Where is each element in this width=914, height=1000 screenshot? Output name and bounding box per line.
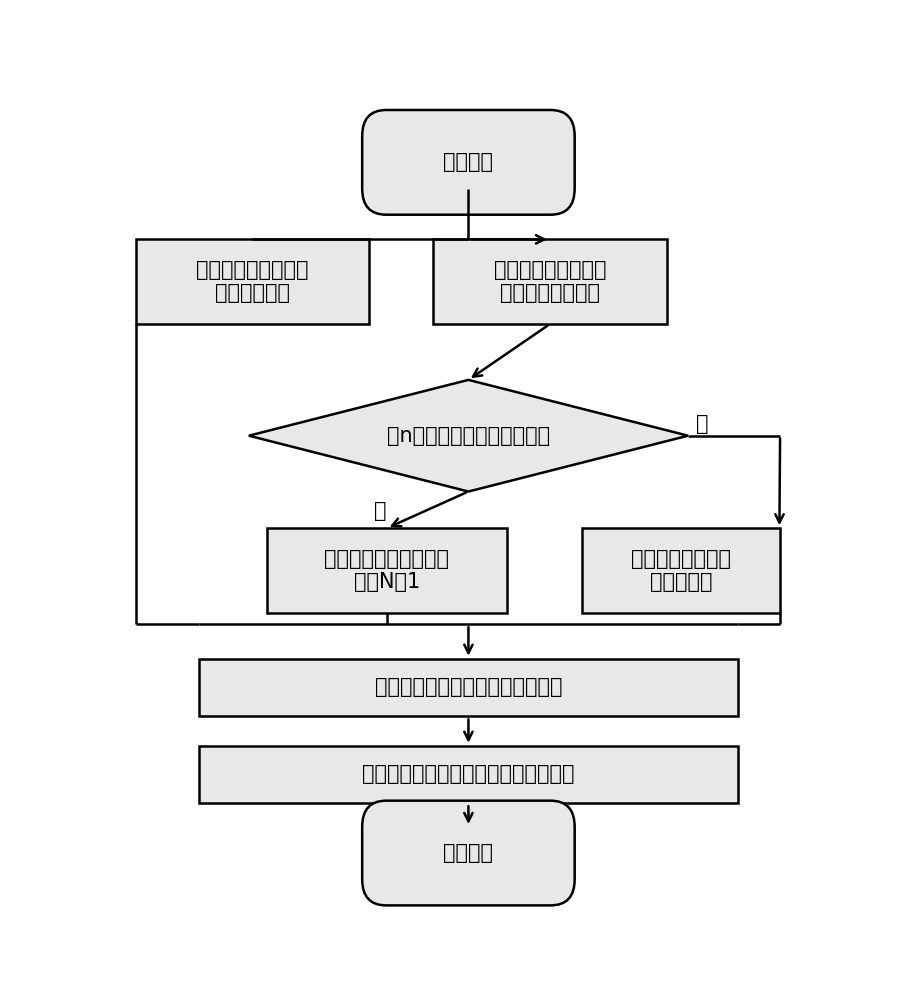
Text: 获取电动汽车充电时
间和电量需求数据: 获取电动汽车充电时 间和电量需求数据 [494,260,606,303]
Text: 可服从调度的电动汽车
数目N加1: 可服从调度的电动汽车 数目N加1 [324,549,450,592]
Text: 调度结束: 调度结束 [443,843,494,863]
Bar [135,239,369,324]
Polygon shape [249,380,688,492]
Text: 将调度命令发送至服从调度的电动汽车: 将调度命令发送至服从调度的电动汽车 [362,764,575,784]
Text: 是: 是 [374,501,386,521]
FancyBboxPatch shape [362,110,575,215]
Bar [199,746,738,803]
Text: 求解数学模型，获取最优调度策略: 求解数学模型，获取最优调度策略 [375,677,562,697]
Text: 获取电网负载数据和
市场电价数据: 获取电网负载数据和 市场电价数据 [197,260,309,303]
Text: 调度开始: 调度开始 [443,152,494,172]
Bar [581,528,780,613]
Bar [267,528,507,613]
Bar [433,239,667,324]
Bar [199,659,738,716]
FancyBboxPatch shape [362,801,575,905]
Text: 可服从调度电动汽
车数目不变: 可服从调度电动汽 车数目不变 [631,549,731,592]
Text: 否: 否 [696,414,708,434]
Text: 第n辆电动汽车是否服从调度: 第n辆电动汽车是否服从调度 [387,426,550,446]
